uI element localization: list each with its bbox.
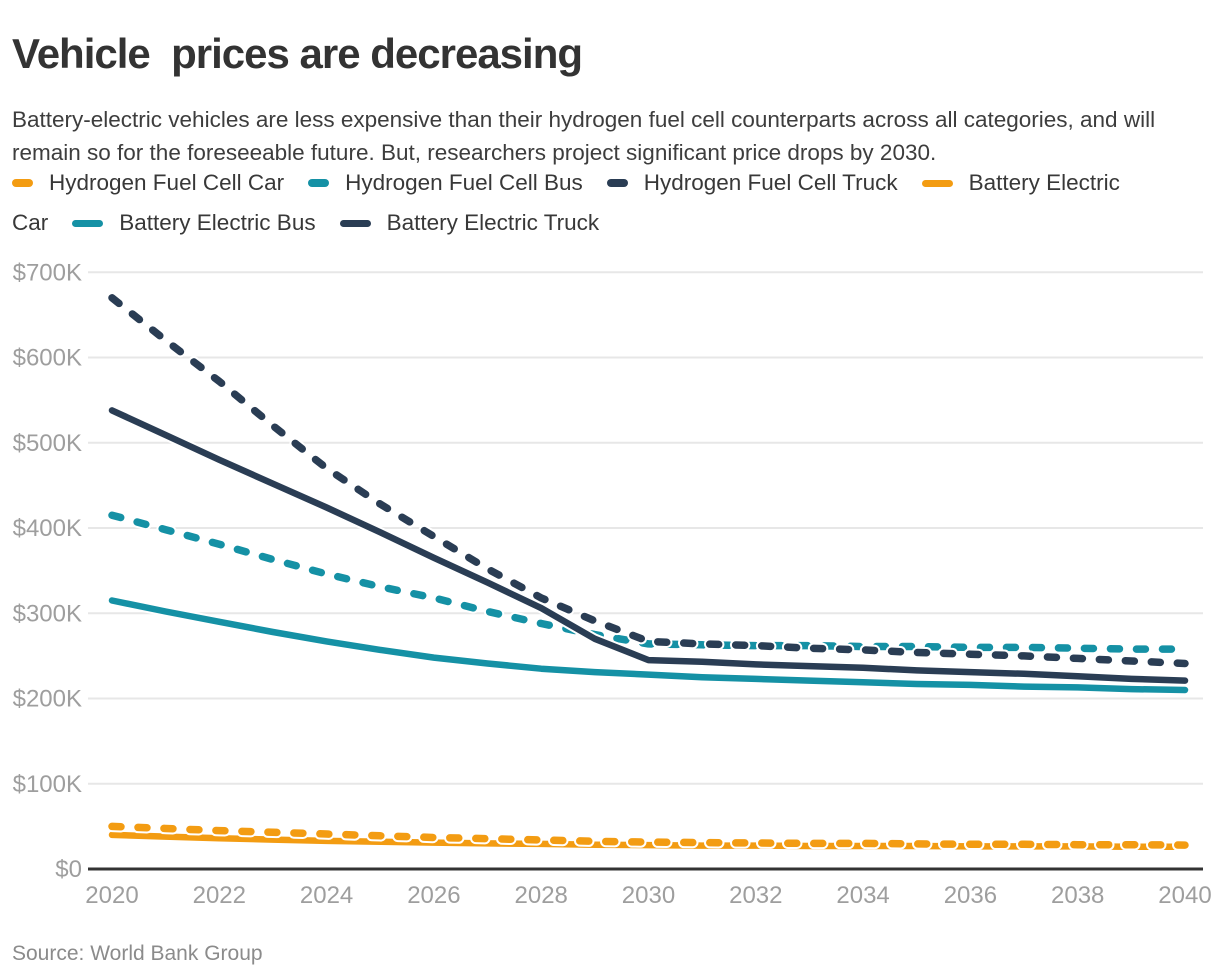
legend-row: Car Battery Electric Bus Battery Electric … xyxy=(12,203,1212,243)
x-tick-label: 2032 xyxy=(729,882,782,909)
series-line-hydrogen-fuel-cell-truck[interactable] xyxy=(108,294,1189,668)
y-tick-label: $700K xyxy=(13,259,82,286)
x-tick-label: 2026 xyxy=(407,882,460,909)
chart-legend: Hydrogen Fuel Cell Car Hydrogen Fuel Cell… xyxy=(12,163,1212,243)
legend-label: Hydrogen Fuel Cell Car xyxy=(49,170,285,195)
legend-swatch-solid-orange xyxy=(921,179,953,187)
series-line-battery-electric-bus[interactable] xyxy=(108,597,1189,694)
series-line-hydrogen-fuel-cell-car[interactable] xyxy=(108,822,1189,849)
legend-item: Hydrogen Fuel Cell Car xyxy=(12,170,284,196)
x-tick-label: 2036 xyxy=(944,882,997,909)
series-line-hydrogen-fuel-cell-bus[interactable] xyxy=(108,511,1189,653)
x-tick-label: 2038 xyxy=(1051,882,1104,909)
legend-swatch-solid-teal xyxy=(72,219,104,227)
x-tick-label: 2040 xyxy=(1158,882,1211,909)
chart-subtitle: Battery-electric vehicles are less expen… xyxy=(12,106,1156,165)
legend-swatch-dash-orange xyxy=(12,179,33,187)
x-tick-label: 2034 xyxy=(836,882,889,909)
y-tick-label: $600K xyxy=(13,345,82,372)
legend-label: Battery Electric xyxy=(968,170,1120,195)
y-tick-label: $400K xyxy=(13,515,82,542)
x-tick-label: 2020 xyxy=(85,882,138,909)
x-tick-label: 2024 xyxy=(300,882,353,909)
legend-label: Car xyxy=(12,210,49,235)
legend-item: Hydrogen Fuel Cell Bus xyxy=(308,170,583,196)
y-tick-label: $500K xyxy=(13,430,82,457)
source-credit: Source: World Bank Group xyxy=(12,942,263,965)
y-tick-label: $0 xyxy=(55,856,82,883)
legend-label: Hydrogen Fuel Cell Bus xyxy=(345,170,583,195)
page-title: Vehicle prices are decreasing xyxy=(12,30,583,78)
x-tick-label: 2030 xyxy=(622,882,675,909)
legend-label: Battery Electric Bus xyxy=(119,210,316,235)
legend-item: Car xyxy=(12,210,48,236)
series-line-battery-electric-truck[interactable] xyxy=(108,407,1189,684)
y-tick-label: $200K xyxy=(13,686,82,713)
legend-item: Battery Electric Bus xyxy=(72,210,316,236)
legend-swatch-dash-navy xyxy=(606,179,628,187)
x-tick-label: 2022 xyxy=(193,882,246,909)
legend-swatch-solid-navy xyxy=(339,219,371,227)
legend-item: Hydrogen Fuel Cell Truck xyxy=(606,170,898,196)
legend-item: Battery Electric xyxy=(921,170,1120,196)
legend-item: Battery Electric Truck xyxy=(339,210,600,236)
y-tick-label: $300K xyxy=(13,600,82,627)
y-tick-label: $100K xyxy=(13,771,82,798)
x-tick-label: 2028 xyxy=(515,882,568,909)
legend-row: Hydrogen Fuel Cell Car Hydrogen Fuel Cell… xyxy=(12,163,1212,203)
legend-swatch-dash-teal xyxy=(308,179,330,187)
legend-label: Battery Electric Truck xyxy=(386,210,600,235)
legend-label: Hydrogen Fuel Cell Truck xyxy=(643,170,898,195)
